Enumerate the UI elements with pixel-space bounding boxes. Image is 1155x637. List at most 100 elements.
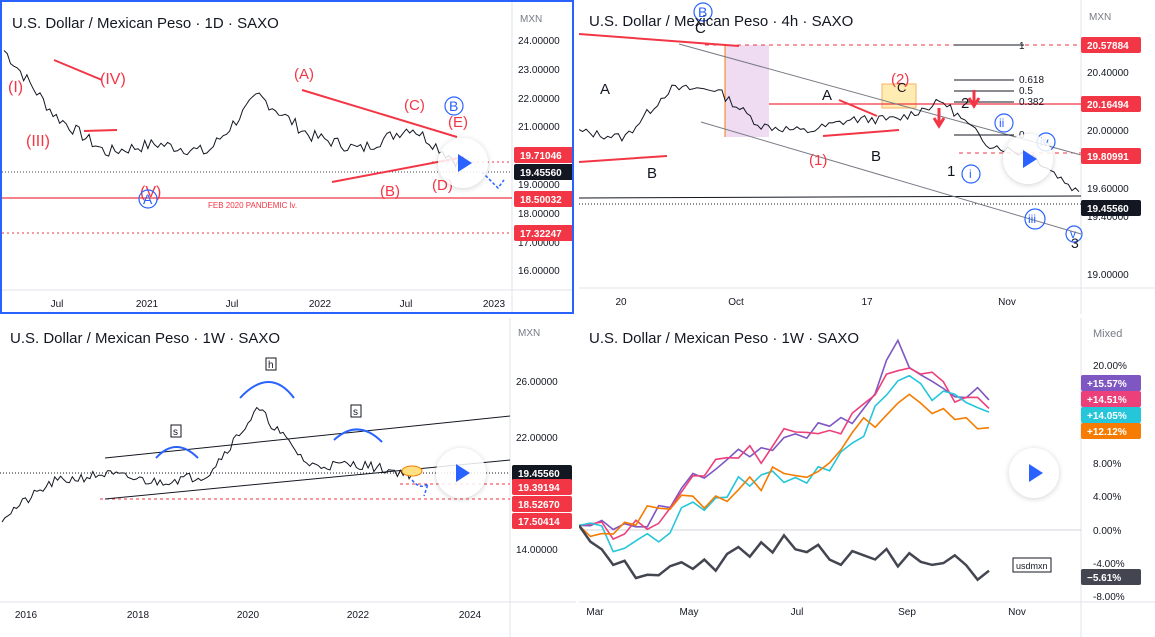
chart-panel-compare[interactable]: 20.00%16.00%12.00%8.00%4.00%0.00%-4.00%-…	[579, 318, 1155, 637]
x-tick-label: Sep	[898, 607, 916, 618]
x-tick-label: 2016	[15, 610, 38, 621]
y-tick-label: 19.00000	[518, 180, 560, 191]
x-tick-label: Mar	[586, 607, 604, 618]
price-tag-value: 17.50414	[518, 517, 560, 528]
price-tag: +14.51%	[1081, 391, 1141, 407]
play-button[interactable]	[1003, 134, 1053, 184]
y-tick-label: 19.60000	[1087, 184, 1129, 195]
wave-label: (C)	[404, 97, 425, 114]
wave-label: ii	[999, 116, 1004, 130]
compare-series-line	[579, 374, 990, 553]
wave-label: (2)	[891, 71, 909, 88]
wave-label: C	[695, 20, 706, 37]
chart-panel-daily[interactable]: 24.0000023.0000022.0000021.0000020.00000…	[0, 0, 574, 314]
play-icon	[1023, 150, 1037, 168]
wave-label: (E)	[448, 114, 468, 131]
fib-level: 0.382	[1019, 97, 1044, 108]
price-tag-value: +14.51%	[1087, 395, 1127, 406]
price-tag-value: 20.16494	[1087, 100, 1129, 111]
wave-label: B	[871, 148, 881, 165]
chart-panel-4h[interactable]: 20.40000 20.00000 19.60000 19.40000 19.00000…	[579, 0, 1155, 314]
y-tick-label: 20.00%	[1093, 361, 1127, 372]
price-tag: −5.61%	[1081, 569, 1141, 585]
x-tick-label: 2018	[127, 610, 150, 621]
play-button[interactable]	[436, 448, 486, 498]
wave-label: (IV)	[100, 71, 126, 88]
price-tag: 18.50032	[514, 191, 572, 207]
panel-title: U.S. Dollar / Mexican Peso · 1W · SAXO	[589, 330, 860, 347]
play-button[interactable]	[1009, 448, 1059, 498]
price-tag: 17.32247	[514, 225, 572, 241]
x-tick-label: Nov	[1008, 607, 1026, 618]
wave-label: (III)	[26, 133, 50, 150]
wave-label: 2	[961, 95, 969, 112]
play-icon	[1029, 464, 1043, 482]
wave-label: (V)	[140, 184, 161, 201]
fib-level: 0.5	[1019, 86, 1033, 97]
x-tick-label: 17	[861, 297, 873, 308]
y-tick-label: 19.00000	[1087, 270, 1129, 281]
y-tick-label: -8.00%	[1093, 592, 1125, 603]
pattern-label: s	[353, 407, 358, 418]
price-tag: +15.57%	[1081, 375, 1141, 391]
compare-series-line	[579, 524, 990, 582]
y-tick-label: 18.00000	[518, 209, 560, 220]
x-tick-label: Jul	[226, 299, 239, 310]
axis-unit: Mixed	[1093, 328, 1123, 340]
price-tag: +14.05%	[1081, 407, 1141, 423]
price-tag: 20.16494	[1081, 96, 1141, 112]
price-tag: 19.45560	[1081, 200, 1141, 216]
h4-price-line	[579, 84, 1080, 193]
pattern-label: h	[268, 360, 274, 371]
y-tick-label: 19.40000	[1087, 212, 1129, 223]
wave-label: A	[822, 87, 832, 104]
price-tag-value: 19.71046	[520, 151, 562, 162]
price-tag-value: 17.32247	[520, 229, 562, 240]
price-tag-value: +15.57%	[1087, 379, 1127, 390]
wave-label: A	[600, 81, 610, 98]
legend-label: usdmxn	[1016, 561, 1048, 571]
play-icon	[456, 464, 470, 482]
wave-label: iii	[1028, 212, 1036, 226]
price-tag-value: 19.45560	[518, 469, 560, 480]
wave-label: (A)	[294, 66, 314, 83]
y-tick-label: 22.00000	[518, 94, 560, 105]
price-tag: +12.12%	[1081, 423, 1141, 439]
price-tag-value: 19.80991	[1087, 152, 1129, 163]
h4-chart-svg: 20.40000 20.00000 19.60000 19.40000 19.00000…	[579, 0, 1155, 314]
chart-panel-weekly[interactable]: 26.00000 22.00000 14.00000 2016 2018 2020 202…	[0, 318, 576, 637]
compare-series-line	[579, 393, 990, 538]
price-tag: 20.57884	[1081, 37, 1141, 53]
panel-title: U.S. Dollar / Mexican Peso · 1D · SAXO	[12, 15, 279, 32]
panel-title: U.S. Dollar / Mexican Peso · 4h · SAXO	[589, 13, 854, 30]
price-tag: 19.71046	[514, 147, 572, 163]
y-tick-label: 20.00000	[1087, 126, 1129, 137]
price-tag-value: −5.61%	[1087, 573, 1121, 584]
price-tag-value: 20.57884	[1087, 41, 1129, 52]
y-tick-label: -4.00%	[1093, 559, 1125, 570]
wave-label: A	[143, 191, 153, 207]
panel-title: U.S. Dollar / Mexican Peso · 1W · SAXO	[10, 330, 281, 347]
x-tick-label: Jul	[51, 299, 64, 310]
x-tick-label: Jul	[400, 299, 413, 310]
play-icon	[458, 154, 472, 172]
daily-chart-svg: 24.0000023.0000022.0000021.0000020.00000…	[2, 2, 572, 312]
y-tick-label: 8.00%	[1093, 459, 1121, 470]
fib-level: 0.618	[1019, 75, 1044, 86]
y-tick-label: 17.00000	[518, 238, 560, 249]
x-tick-label: Nov	[998, 297, 1016, 308]
price-tag-value: 18.52670	[518, 500, 560, 511]
compare-series-line	[579, 367, 990, 541]
x-tick-label: 20	[615, 297, 627, 308]
compare-chart-svg: 20.00%16.00%12.00%8.00%4.00%0.00%-4.00%-…	[579, 318, 1155, 637]
y-tick-label: 14.00000	[516, 545, 558, 556]
wave-label: C	[897, 80, 906, 95]
fib-level: 1	[1019, 41, 1025, 52]
play-button[interactable]	[438, 138, 488, 188]
y-tick-label: 16.00000	[518, 266, 560, 277]
x-tick-label: May	[680, 607, 699, 618]
price-tag: 17.50414	[512, 513, 572, 529]
price-tag-value: +14.05%	[1087, 411, 1127, 422]
y-tick-label: 23.00000	[518, 65, 560, 76]
wave-label: 1	[947, 163, 955, 180]
